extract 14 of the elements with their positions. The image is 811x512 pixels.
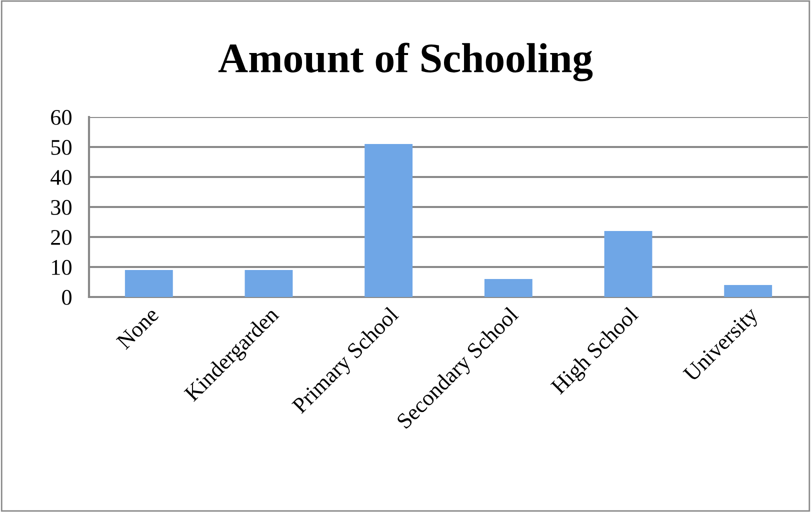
y-tick-label: 60	[51, 110, 72, 125]
y-tick-label: 10	[52, 260, 72, 275]
y-tick-label: 30	[51, 200, 72, 215]
chart-title: Amount of Schooling	[218, 42, 593, 82]
y-tick-label: 50	[51, 140, 72, 155]
bar	[484, 279, 532, 297]
bar	[244, 270, 293, 297]
bar	[724, 285, 772, 297]
bar	[604, 231, 652, 297]
y-tick-label: 40	[50, 170, 72, 185]
y-tick-label: 20	[51, 230, 72, 245]
y-tick-label: 0	[62, 290, 72, 305]
bar	[124, 270, 173, 297]
bar	[364, 144, 413, 297]
